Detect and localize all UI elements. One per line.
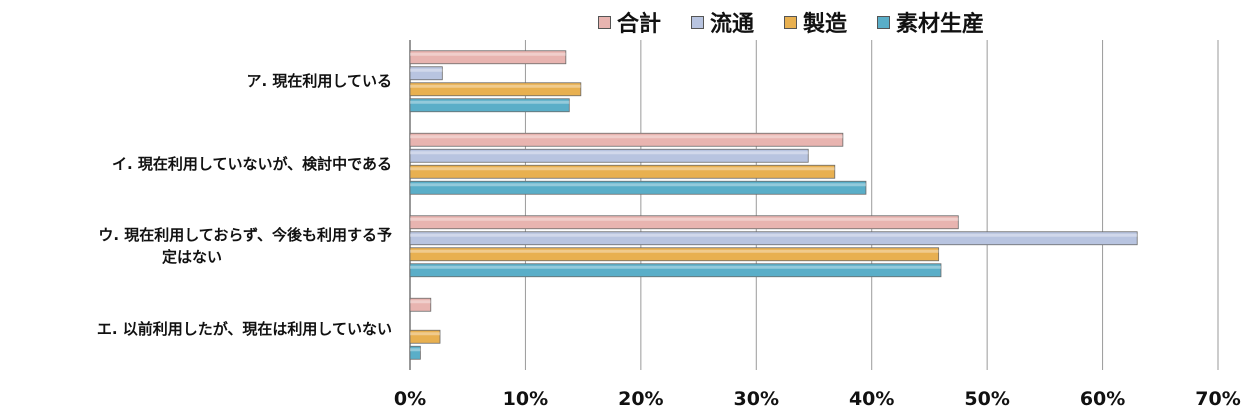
x-tick-label: 40% <box>848 388 895 410</box>
bar-highlight <box>410 151 809 155</box>
bar-highlight <box>410 167 835 171</box>
bar-合計-0 <box>409 50 567 65</box>
legend-item: 合計 <box>598 6 661 38</box>
x-tick-label: 10% <box>502 388 549 410</box>
legend-label: 流通 <box>710 12 755 37</box>
legend-swatch <box>598 15 611 29</box>
category-label: エ. 以前利用したが、現在は利用していない <box>96 319 392 338</box>
legend-item: 素材生産 <box>877 6 984 38</box>
bar-合計-3 <box>409 297 432 312</box>
legend-swatch <box>691 15 705 29</box>
legend-label: 製造 <box>803 12 848 37</box>
bar-製造-1 <box>409 164 836 179</box>
legend: 合計 流通 製造 素材生産 <box>598 6 984 38</box>
legend-item: 製造 <box>784 6 847 38</box>
bar-highlight <box>410 183 866 187</box>
bar-製造-3 <box>409 329 441 344</box>
bar-素材生産-2 <box>409 263 942 278</box>
x-tick-label: 0% <box>393 388 427 410</box>
category-label: イ. 現在利用していないが、検討中である <box>111 154 392 173</box>
bar-highlight <box>410 100 570 104</box>
category-label: ウ. 現在利用しておらず、今後も利用する予 定はない <box>98 226 392 267</box>
bar-highlight <box>410 300 431 304</box>
bar-highlight <box>410 68 443 72</box>
bar-highlight <box>410 233 1138 237</box>
bar-highlight <box>410 84 581 88</box>
bar-製造-2 <box>409 247 940 262</box>
bar-highlight <box>410 249 939 253</box>
legend-label: 素材生産 <box>896 12 985 37</box>
bar-合計-1 <box>409 132 844 147</box>
x-tick-label: 60% <box>1079 388 1126 410</box>
x-tick-label: 50% <box>964 388 1010 410</box>
bar-合計-2 <box>409 215 959 230</box>
bar-highlight <box>410 265 941 269</box>
x-tick-label: 30% <box>733 388 780 410</box>
bar-highlight <box>410 217 959 221</box>
bar-素材生産-1 <box>409 180 867 195</box>
bar-highlight <box>410 52 566 56</box>
bar-製造-0 <box>409 82 582 97</box>
legend-label: 合計 <box>617 12 662 37</box>
bar-highlight <box>410 135 843 139</box>
bar-素材生産-0 <box>409 98 570 113</box>
legend-item: 流通 <box>691 6 754 38</box>
legend-swatch <box>784 15 798 29</box>
bar-素材生産-3 <box>409 345 421 360</box>
bar-流通-2 <box>409 231 1138 246</box>
bars-group <box>409 50 1138 360</box>
bar-highlight <box>410 348 421 352</box>
bar-流通-1 <box>409 148 809 163</box>
bar-highlight <box>410 332 441 336</box>
category-label: ア. 現在利用している <box>246 72 392 91</box>
legend-swatch <box>877 15 891 29</box>
x-tick-label: 20% <box>618 388 664 410</box>
x-tick-label: 70% <box>1195 388 1241 410</box>
bar-流通-0 <box>409 66 443 81</box>
